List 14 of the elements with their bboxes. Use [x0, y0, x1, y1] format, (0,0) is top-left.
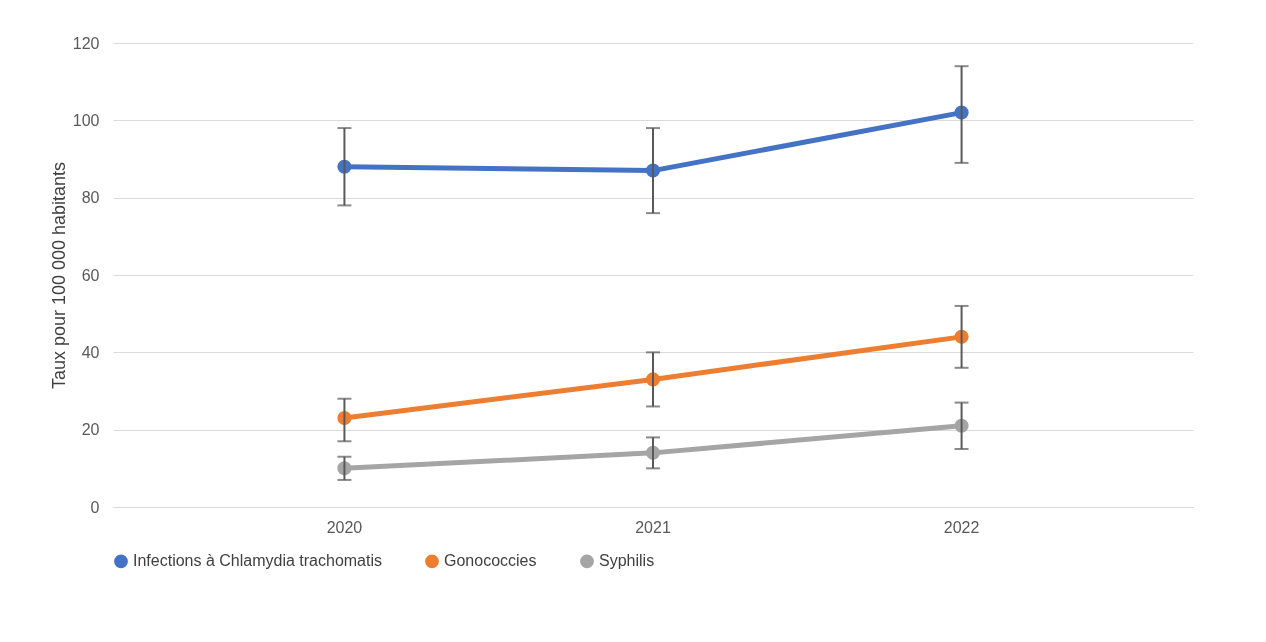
y-tick-label: 20: [81, 421, 100, 439]
y-tick-label: 40: [81, 343, 100, 361]
y-tick-label: 60: [81, 266, 100, 284]
y-axis-title: Taux pour 100 000 habitants: [48, 161, 69, 390]
legend-label: Syphilis: [599, 552, 655, 570]
x-tick-label: 2022: [943, 518, 980, 536]
x-tick-label: 2020: [326, 518, 363, 536]
y-tick-label: 120: [72, 34, 100, 52]
y-tick-label: 0: [90, 498, 100, 516]
legend-label: Infections à Chlamydia trachomatis: [133, 552, 382, 570]
y-tick-label: 100: [72, 111, 100, 129]
x-tick-label: 2021: [635, 518, 671, 536]
y-tick-label: 80: [81, 189, 100, 207]
legend-label: Gonococcies: [444, 552, 537, 570]
